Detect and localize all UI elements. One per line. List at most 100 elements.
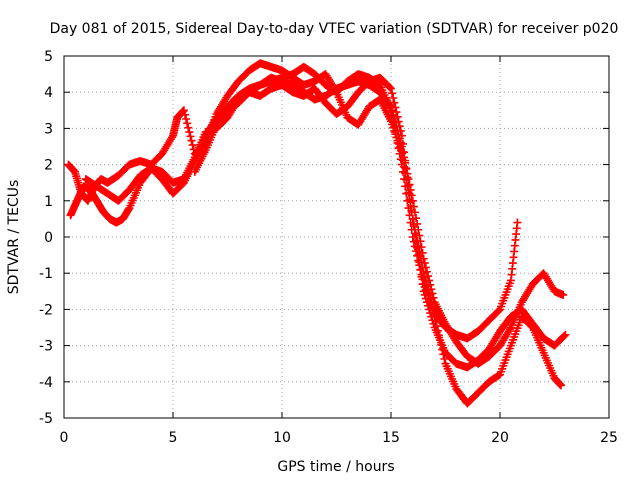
data-point-marker [561,330,570,339]
data-point-marker [393,126,402,135]
data-point-marker [420,259,429,268]
data-point-marker [413,219,422,228]
data-point-marker [408,196,417,205]
data-point-marker [421,263,430,272]
data-point-marker [396,138,405,147]
data-point-marker [429,293,438,302]
data-point-marker [405,180,414,189]
data-point-marker [427,312,436,321]
data-point-marker [391,118,400,127]
y-tick-label: -1 [39,266,53,282]
series-track-b [64,59,566,408]
x-axis-label: GPS time / hours [277,459,394,475]
data-point-marker [418,248,427,257]
chart-title: Day 081 of 2015, Sidereal Day-to-day VTE… [50,21,619,37]
data-point-marker [387,102,395,111]
y-tick-label: -3 [39,339,53,355]
x-axis-ticks: 0 5 10 15 20 25 [60,56,618,446]
data-point-marker [424,301,433,310]
x-tick-label: 20 [491,430,509,446]
y-axis-ticks: -5 -4 -3 -2 -1 0 1 2 3 4 5 [39,49,609,427]
data-point-marker [398,147,407,156]
data-point-marker [187,136,196,145]
y-tick-label: 5 [44,49,53,65]
y-tick-label: -5 [39,411,53,427]
data-point-marker [397,142,406,151]
data-point-marker [560,331,569,340]
data-point-marker [407,191,416,200]
x-tick-label: 15 [382,430,400,446]
data-point-marker [185,128,194,137]
data-point-marker [389,110,398,119]
data-point-marker [428,289,437,298]
data-point-marker [422,298,431,307]
data-point-marker [401,158,410,167]
y-tick-label: 0 [44,230,53,246]
data-point-marker [385,101,394,110]
data-point-marker [414,225,423,234]
data-point-marker [394,130,403,139]
data-point-marker [389,93,398,102]
data-point-marker [410,208,419,217]
data-point-marker [385,83,394,92]
data-point-marker [429,319,438,328]
data-point-marker [505,325,514,334]
data-point-marker [392,122,401,131]
data-point-marker [184,123,193,132]
data-point-marker [402,164,411,173]
data-point-marker [414,251,423,260]
data-point-marker [557,381,566,390]
y-tick-label: 2 [44,158,53,174]
x-tick-label: 25 [600,430,618,446]
data-point-marker [388,89,397,98]
data-point-marker [420,290,429,299]
data-point-marker [395,134,404,143]
data-point-marker [419,254,428,263]
data-point-marker [416,237,425,246]
data-point-marker [409,202,418,211]
data-point-marker [400,153,409,162]
data-point-marker [404,175,413,184]
y-tick-label: 3 [44,121,53,137]
data-point-marker [427,285,436,294]
data-point-marker [422,267,431,276]
series-track-c [81,73,570,372]
data-point-marker [183,119,192,128]
data-point-marker [179,106,188,115]
data-point-marker [418,280,427,289]
data-point-marker [186,132,195,141]
data-point-marker [416,265,425,274]
data-point-marker [424,272,433,281]
data-point-marker [415,231,424,240]
y-tick-label: 1 [44,194,53,210]
data-point-marker [390,114,399,123]
y-tick-label: -4 [39,375,53,391]
series-track-d [190,73,568,368]
y-axis-label: SDTVAR / TECUs [6,180,22,295]
data-point-marker [559,290,568,299]
data-point-marker [513,218,522,227]
data-point-marker [188,141,197,150]
data-point-marker [419,287,428,296]
data-point-marker [428,316,437,325]
data-points [64,59,570,408]
data-point-marker [403,169,412,178]
data-point-marker [180,110,189,119]
data-point-marker [426,309,435,318]
data-point-marker [387,84,395,93]
data-point-marker [417,243,426,252]
y-tick-label: -2 [39,302,53,318]
x-tick-label: 5 [169,430,178,446]
data-point-marker [388,106,397,115]
y-tick-label: 4 [44,85,53,101]
data-point-marker [421,294,430,303]
x-tick-label: 10 [273,430,291,446]
data-point-marker [425,276,434,285]
data-point-marker [425,305,434,314]
data-point-marker [182,114,191,123]
series-track-a [66,62,522,343]
data-point-marker [406,185,415,194]
x-tick-label: 0 [60,430,69,446]
data-point-marker [412,214,421,223]
